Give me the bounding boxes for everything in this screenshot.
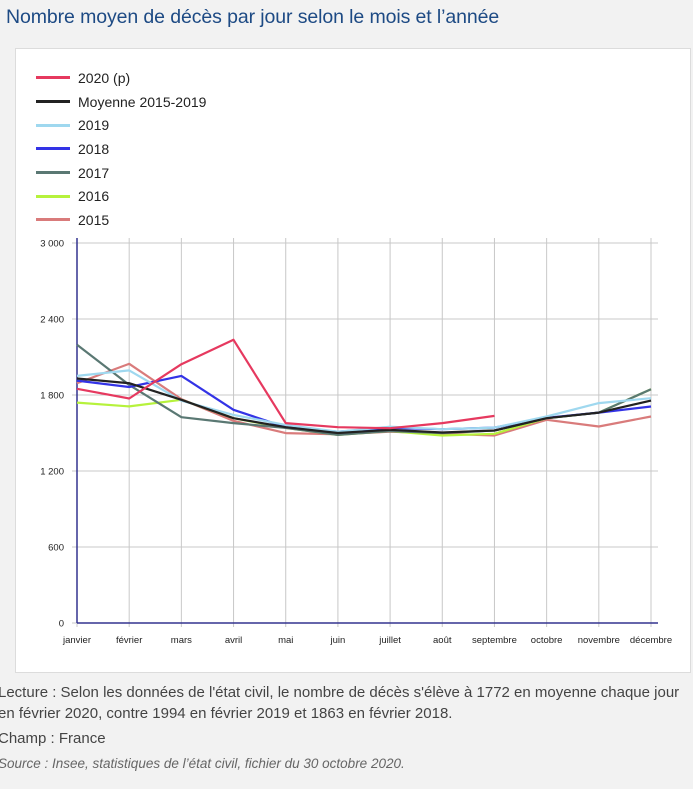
x-tick-label: octobre <box>531 635 563 646</box>
legend-swatch <box>36 100 70 104</box>
legend-swatch <box>36 194 70 198</box>
x-tick-label: juillet <box>378 635 401 646</box>
series-line-2018 <box>76 374 652 433</box>
legend-swatch <box>36 123 70 127</box>
legend-item: 2015 <box>36 208 206 232</box>
y-tick-label: 600 <box>48 543 64 554</box>
y-tick-label: 3 000 <box>40 239 64 250</box>
x-tick-label: novembre <box>578 635 620 646</box>
series-line-moyenne-2015-2019 <box>76 377 652 435</box>
chart-card <box>15 48 691 673</box>
legend-label: 2019 <box>78 117 110 134</box>
chart-legend: 2020 (p) Moyenne 2015-2019 2019 2018 2017 201… <box>36 66 206 232</box>
legend-swatch <box>36 218 70 222</box>
x-tick-label: janvier <box>62 635 91 646</box>
legend-label: Moyenne 2015-2019 <box>78 93 207 110</box>
x-tick-label: août <box>433 635 452 646</box>
note-source: Source : Insee, statistiques de l’état c… <box>0 756 405 771</box>
chart-notes: Lecture : Selon les données de l'état ci… <box>0 682 693 778</box>
legend-item: 2020 (p) <box>36 66 206 90</box>
legend-label: 2015 <box>78 211 110 228</box>
x-tick-label: mai <box>278 635 293 646</box>
legend-label: 2018 <box>78 140 110 157</box>
series-line-2015 <box>76 362 652 437</box>
legend-swatch <box>36 76 70 80</box>
legend-item: Moyenne 2015-2019 <box>36 90 206 114</box>
y-tick-label: 1 200 <box>40 467 64 478</box>
chart-title: Nombre moyen de décès par jour selon le … <box>6 6 500 28</box>
x-tick-label: avril <box>225 635 242 646</box>
x-tick-label: mars <box>171 635 192 646</box>
legend-item: 2018 <box>36 137 206 161</box>
legend-swatch <box>36 147 70 151</box>
y-tick-label: 0 <box>59 619 64 630</box>
x-tick-label: décembre <box>630 635 672 646</box>
y-tick-label: 1 800 <box>40 391 64 402</box>
legend-item: 2017 <box>36 161 206 185</box>
x-tick-label: septembre <box>472 635 517 646</box>
x-tick-label: juin <box>330 635 346 646</box>
note-champ: Champ : France <box>0 730 106 747</box>
series-line-2019 <box>76 369 652 433</box>
legend-label: 2020 (p) <box>78 69 131 86</box>
legend-item: 2019 <box>36 113 206 137</box>
series-line-2020-p- <box>76 338 495 430</box>
note-lecture: Lecture : Selon les données de l'état ci… <box>0 684 680 722</box>
legend-label: 2017 <box>78 164 110 181</box>
x-tick-label: février <box>116 635 142 646</box>
legend-label: 2016 <box>78 188 110 205</box>
legend-swatch <box>36 171 70 175</box>
legend-item: 2016 <box>36 184 206 208</box>
y-tick-label: 2 400 <box>40 315 64 326</box>
